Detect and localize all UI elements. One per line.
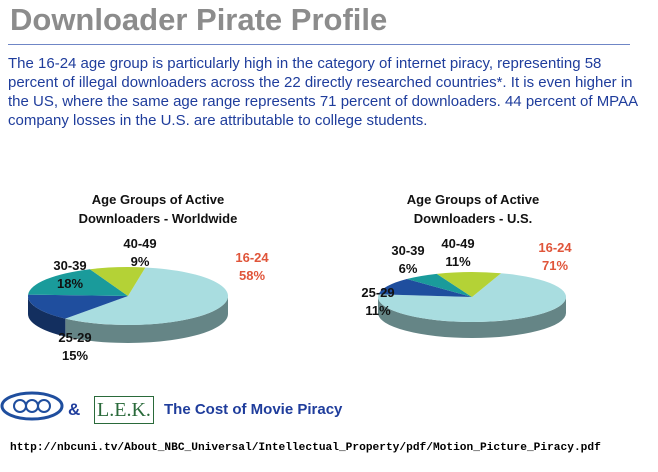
- source-url: http://nbcuni.tv/About_NBC_Universal/Int…: [10, 442, 601, 454]
- slice-category: 25-29: [361, 285, 394, 300]
- tagline: The Cost of Movie Piracy: [164, 401, 343, 418]
- slice-label: 11%: [445, 254, 471, 269]
- pie-side: [28, 296, 66, 337]
- slice-label: 6%: [399, 261, 418, 276]
- pie-slice: [436, 272, 502, 297]
- slice-label: 15%: [62, 348, 88, 363]
- slice-category: 16-24: [538, 240, 572, 255]
- slice-label: 11%: [365, 303, 391, 318]
- slice-category: 40-49: [441, 236, 474, 251]
- title-rule: [8, 44, 630, 45]
- slice-category: 25-29: [58, 330, 91, 345]
- paragraph: The 16-24 age group is particularly high…: [8, 55, 638, 129]
- pie-slice: [65, 267, 228, 325]
- pie-slice: [378, 278, 472, 297]
- slice-label: 9%: [131, 254, 150, 269]
- slice-label: 71%: [542, 258, 568, 273]
- slice-category: 30-39: [391, 243, 424, 258]
- lek-logo: L.E.K.: [94, 396, 154, 424]
- pie-side: [65, 296, 228, 343]
- slice-label: 18%: [57, 276, 83, 291]
- mpaa-logo: [0, 391, 64, 421]
- slice-label: 58%: [239, 268, 265, 283]
- slide-title: Downloader Pirate Profile: [10, 2, 388, 37]
- pie-slice: [28, 269, 129, 296]
- pie-slice: [406, 273, 472, 297]
- pie-slice: [89, 267, 146, 296]
- ampersand: &: [68, 400, 81, 419]
- chart-title: Age Groups of Active Downloaders - U.S.: [406, 192, 540, 226]
- pie-slice: [27, 294, 128, 319]
- slice-category: 30-39: [53, 258, 86, 273]
- slice-category: 40-49: [123, 236, 156, 251]
- pie-slice: [378, 273, 566, 323]
- chart-title: Age Groups of Active Downloaders - World…: [78, 192, 238, 226]
- slice-category: 16-24: [235, 250, 269, 265]
- pie-side: [378, 297, 566, 338]
